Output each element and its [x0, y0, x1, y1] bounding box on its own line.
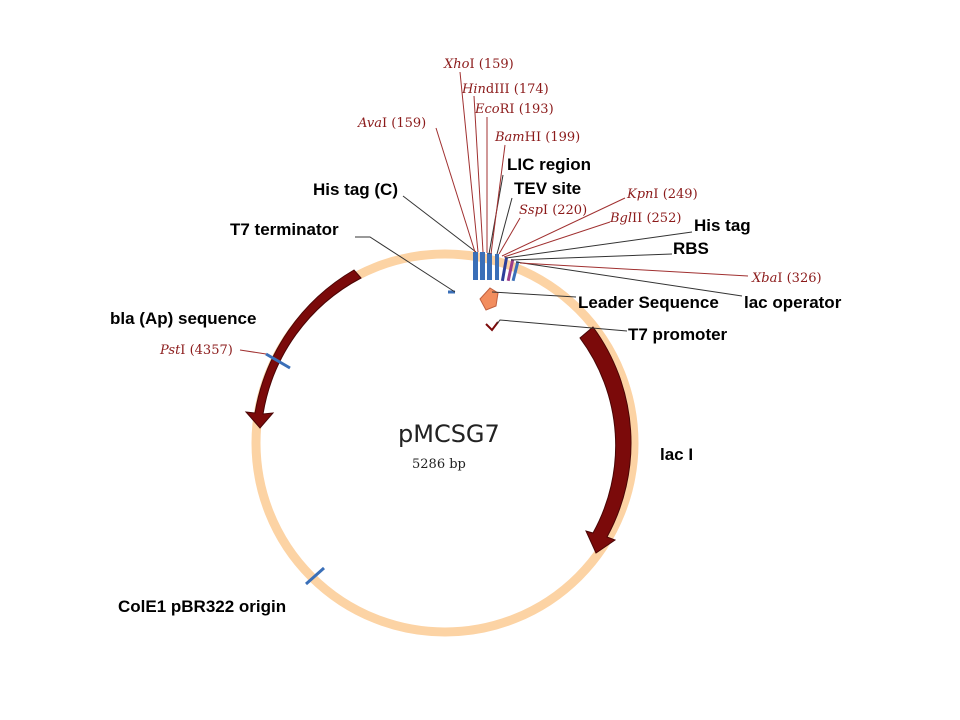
bla-arrow — [244, 269, 362, 429]
label-enzyme-xbai: XbaI (326) — [751, 271, 822, 286]
label-rbs: RBS — [673, 239, 709, 258]
label-t7-terminator: T7 terminator — [230, 220, 339, 239]
mcs-block-2 — [480, 252, 485, 280]
leader-sequence-shape — [479, 287, 499, 311]
label-enzyme-avai: AvaI (159) — [357, 116, 426, 131]
label-t7-promoter: T7 promoter — [628, 325, 728, 344]
label-lac-operator: lac operator — [744, 293, 842, 312]
label-enzyme-ecori: EcoRI (193) — [474, 102, 554, 117]
plasmid-size: 5286 bp — [412, 457, 466, 472]
mcs-block-1 — [473, 252, 478, 280]
label-lac-i: lac I — [660, 445, 693, 464]
mcs-block-4 — [495, 254, 499, 280]
psti-site-marker — [265, 352, 291, 370]
label-lic-region: LIC region — [507, 155, 591, 174]
mcs-block-3 — [487, 253, 492, 280]
enzyme-leader-lines — [239, 71, 749, 355]
his-tag-block — [500, 257, 509, 282]
label-cole1-origin: ColE1 pBR322 origin — [118, 597, 286, 616]
label-enzyme-psti: PstI (4357) — [159, 343, 233, 358]
label-his-tag-c: His tag (C) — [313, 180, 398, 199]
cole1-origin-marker — [305, 566, 325, 586]
label-leader-sequence: Leader Sequence — [578, 293, 719, 312]
label-bla: bla (Ap) sequence — [110, 309, 256, 328]
label-tev-site: TEV site — [514, 179, 581, 198]
label-enzyme-hindiii: HindIII (174) — [461, 82, 549, 97]
plasmid-name: pMCSG7 — [398, 420, 500, 448]
label-his-tag: His tag — [694, 216, 751, 235]
label-enzyme-xhoi: XhoI (159) — [443, 57, 514, 72]
t7-promoter-arrow — [485, 321, 499, 332]
label-enzyme-sspi: SspI (220) — [519, 203, 587, 218]
label-enzyme-bglii: BglII (252) — [609, 211, 681, 226]
rbs-block — [506, 259, 515, 282]
lac-operator-block — [511, 261, 520, 282]
label-enzyme-kpni: KpnI (249) — [626, 187, 698, 202]
lac-i-arrow — [579, 326, 632, 554]
plasmid-backbone — [251, 249, 639, 637]
feature-leader-lines — [355, 174, 743, 332]
label-enzyme-bamhi: BamHI (199) — [494, 130, 580, 145]
